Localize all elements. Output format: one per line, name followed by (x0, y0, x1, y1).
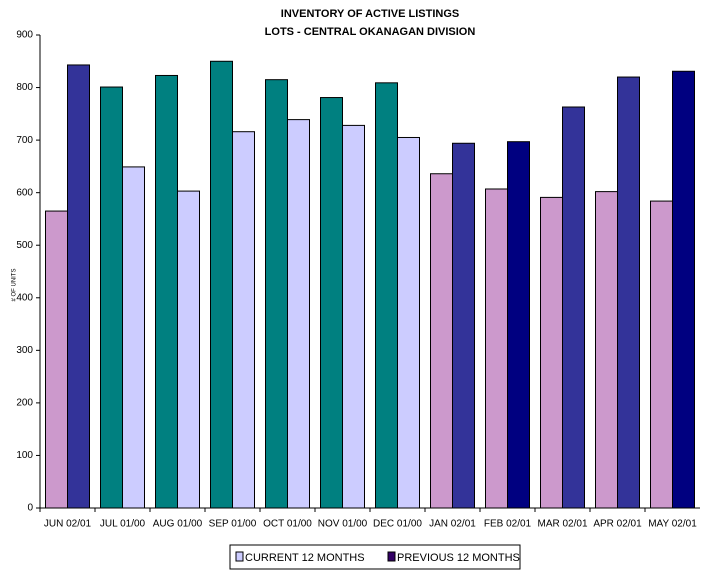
bar (67, 64, 90, 509)
y-tick-label: 0 (27, 503, 33, 514)
bar (177, 190, 200, 509)
bar (617, 76, 640, 509)
bar (452, 142, 475, 509)
y-tick-label: 100 (16, 450, 33, 461)
y-tick-label: 500 (16, 240, 33, 251)
bar (122, 166, 145, 509)
bar (232, 131, 255, 509)
x-tick-label: JUL 01/00 (100, 519, 146, 530)
x-tick-label: SEP 01/00 (209, 519, 257, 530)
x-tick-label: APR 02/01 (593, 519, 642, 530)
y-axis-label: # OF UNITS (12, 268, 18, 301)
x-tick-label: MAR 02/01 (537, 519, 587, 530)
bar (595, 191, 618, 509)
bar (265, 79, 288, 509)
bar (210, 60, 233, 509)
bar (562, 106, 585, 509)
y-tick-label: 800 (16, 82, 33, 93)
legend-box (229, 544, 521, 570)
legend-label: CURRENT 12 MONTHS (245, 552, 365, 564)
x-tick-label: MAY 02/01 (648, 519, 697, 530)
bar (100, 86, 123, 509)
x-tick-label: OCT 01/00 (263, 519, 312, 530)
x-tick-label: AUG 01/00 (153, 519, 203, 530)
y-tick-label: 700 (16, 135, 33, 146)
x-tick-label: NOV 01/00 (318, 519, 368, 530)
bar (672, 70, 695, 509)
x-tick-label: JUN 02/01 (44, 519, 92, 530)
bar (397, 136, 420, 509)
bar (342, 124, 365, 509)
x-tick-label: DEC 01/00 (373, 519, 422, 530)
x-tick-label: JAN 02/01 (429, 519, 476, 530)
bar (287, 119, 310, 509)
y-tick-label: 900 (16, 30, 33, 41)
bar (507, 141, 530, 509)
bar (485, 188, 508, 509)
legend-label: PREVIOUS 12 MONTHS (397, 552, 520, 564)
y-tick-label: 400 (16, 292, 33, 303)
x-tick-label: FEB 02/01 (484, 519, 532, 530)
bar (155, 74, 178, 509)
bar (320, 97, 343, 509)
chart-title: INVENTORY OF ACTIVE LISTINGS (281, 8, 459, 20)
bar (650, 200, 673, 509)
legend-swatch (387, 551, 396, 562)
y-tick-label: 200 (16, 398, 33, 409)
bar (45, 210, 68, 509)
bar (430, 173, 453, 509)
chart-subtitle: LOTS - CENTRAL OKANAGAN DIVISION (265, 26, 476, 38)
y-tick-label: 600 (16, 187, 33, 198)
y-tick-label: 300 (16, 345, 33, 356)
bar (375, 82, 398, 509)
legend-swatch (235, 551, 244, 562)
bar (540, 196, 563, 509)
